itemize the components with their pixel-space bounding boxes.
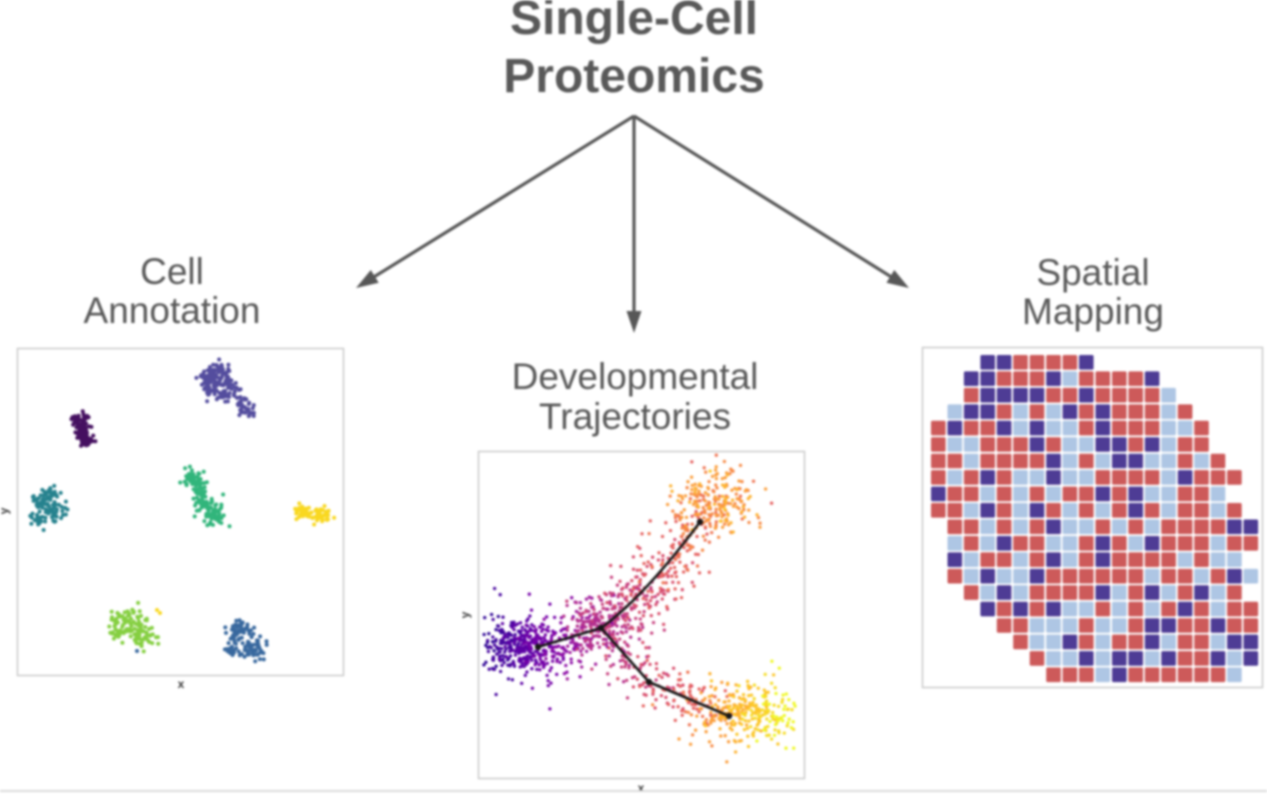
svg-text:Cell: Cell	[140, 251, 204, 292]
svg-text:x: x	[178, 677, 185, 691]
svg-text:Trajectories: Trajectories	[539, 396, 731, 437]
svg-text:Mapping: Mapping	[1022, 291, 1164, 332]
svg-text:Spatial: Spatial	[1036, 252, 1149, 293]
svg-text:y: y	[0, 507, 11, 514]
svg-text:Annotation: Annotation	[84, 290, 261, 331]
svg-text:Single-Cell: Single-Cell	[510, 0, 758, 45]
svg-text:Developmental: Developmental	[512, 356, 759, 397]
svg-text:x: x	[638, 781, 645, 795]
svg-text:y: y	[458, 611, 472, 618]
svg-text:Proteomics: Proteomics	[503, 50, 764, 103]
